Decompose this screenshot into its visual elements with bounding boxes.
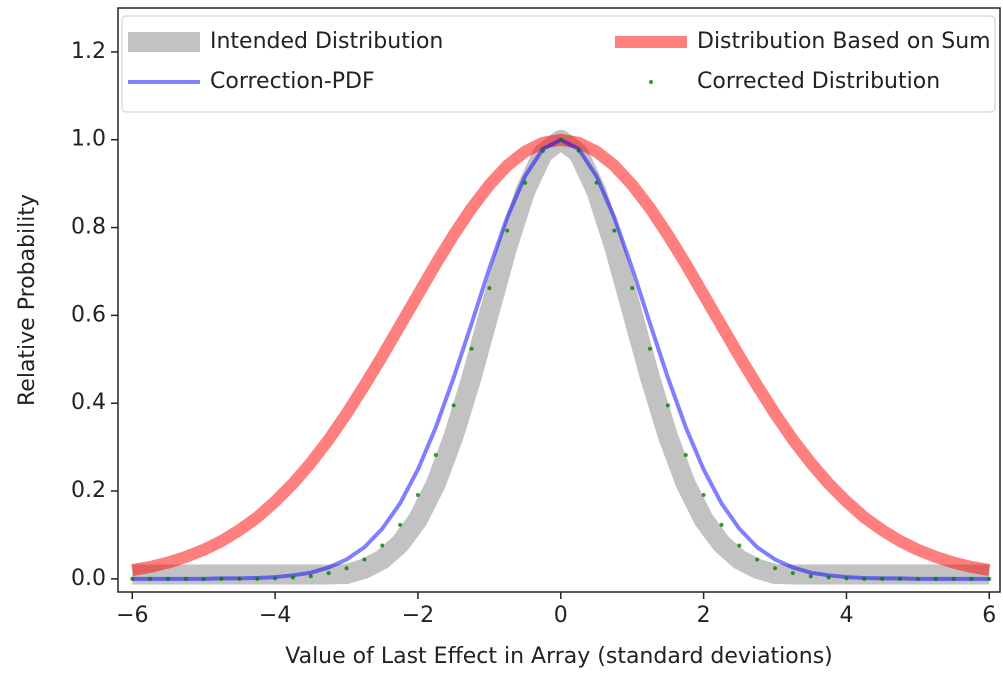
data-point [951, 576, 956, 581]
data-point [790, 571, 795, 576]
y-tick-label: 0.2 [71, 478, 106, 503]
x-tick-label: 2 [697, 603, 711, 628]
data-point [719, 522, 724, 527]
legend-label: Intended Distribution [210, 29, 443, 54]
data-point [380, 543, 385, 548]
data-point [344, 566, 349, 571]
data-point [523, 180, 528, 185]
data-point [844, 576, 849, 581]
data-point [862, 576, 867, 581]
x-tick-label: 0 [554, 603, 568, 628]
y-tick-label: 0.0 [71, 566, 106, 591]
data-point [898, 576, 903, 581]
data-point [183, 576, 188, 581]
series-line [131, 133, 991, 576]
data-point [701, 492, 706, 497]
legend-box [121, 15, 996, 113]
data-point [969, 576, 974, 581]
x-axis-label: Value of Last Effect in Array (standard … [285, 644, 833, 669]
data-point [826, 575, 831, 580]
data-point [737, 543, 742, 548]
data-point [683, 453, 688, 458]
data-point [933, 576, 938, 581]
data-point [808, 574, 813, 579]
data-point [915, 576, 920, 581]
data-point [987, 576, 992, 581]
data-point [201, 576, 206, 581]
data-point [880, 576, 885, 581]
data-point [362, 557, 367, 562]
data-point [130, 576, 135, 581]
x-tick-label: 6 [982, 603, 996, 628]
y-tick-label: 1.0 [71, 127, 106, 152]
data-point [398, 522, 403, 527]
data-point [148, 576, 153, 581]
x-tick-label: 4 [839, 603, 853, 628]
y-axis-label: Relative Probability [15, 194, 40, 406]
data-point [665, 403, 670, 408]
x-tick-label: −2 [402, 603, 434, 628]
y-tick-label: 0.6 [71, 302, 106, 327]
data-point [576, 148, 581, 153]
data-point [773, 566, 778, 571]
legend: Intended Distribution Distribution Based … [121, 15, 996, 113]
legend-label: Distribution Based on Sum [697, 29, 991, 54]
data-point [165, 576, 170, 581]
legend-label: Corrected Distribution [697, 69, 940, 94]
data-point [469, 346, 474, 351]
legend-label: Correction-PDF [210, 69, 375, 94]
legend-marker [649, 80, 653, 84]
data-point [273, 576, 278, 581]
data-point [219, 576, 224, 581]
x-tick-label: −4 [259, 603, 291, 628]
data-point [487, 286, 492, 291]
data-point [594, 180, 599, 185]
data-point [451, 403, 456, 408]
data-point [630, 286, 635, 291]
data-point [505, 228, 510, 233]
data-point [255, 576, 260, 581]
data-point [612, 228, 617, 233]
data-point [290, 575, 295, 580]
y-tick-label: 1.2 [71, 39, 106, 64]
y-tick-label: 0.4 [71, 390, 106, 415]
data-point [308, 574, 313, 579]
data-point [415, 492, 420, 497]
data-point [648, 346, 653, 351]
data-point [558, 137, 563, 142]
axes-frame [117, 7, 1001, 593]
data-point [433, 453, 438, 458]
y-tick-label: 0.8 [71, 215, 106, 240]
x-tick-label: −6 [116, 603, 148, 628]
data-point [326, 571, 331, 576]
data-point [755, 557, 760, 562]
data-point [237, 576, 242, 581]
data-point [540, 148, 545, 153]
